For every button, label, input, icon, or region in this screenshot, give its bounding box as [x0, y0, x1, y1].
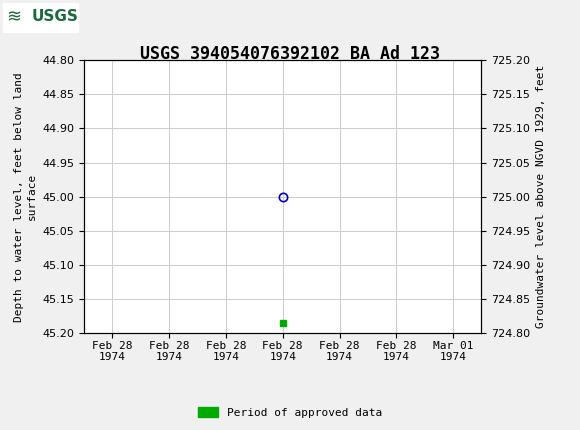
Text: ≋: ≋ [6, 8, 21, 26]
Y-axis label: Depth to water level, feet below land
surface: Depth to water level, feet below land su… [14, 72, 37, 322]
Legend: Period of approved data: Period of approved data [194, 403, 386, 422]
Bar [3, 3, 78, 32]
Text: USGS: USGS [32, 9, 79, 25]
Text: USGS 394054076392102 BA Ad 123: USGS 394054076392102 BA Ad 123 [140, 45, 440, 63]
Y-axis label: Groundwater level above NGVD 1929, feet: Groundwater level above NGVD 1929, feet [536, 65, 546, 329]
